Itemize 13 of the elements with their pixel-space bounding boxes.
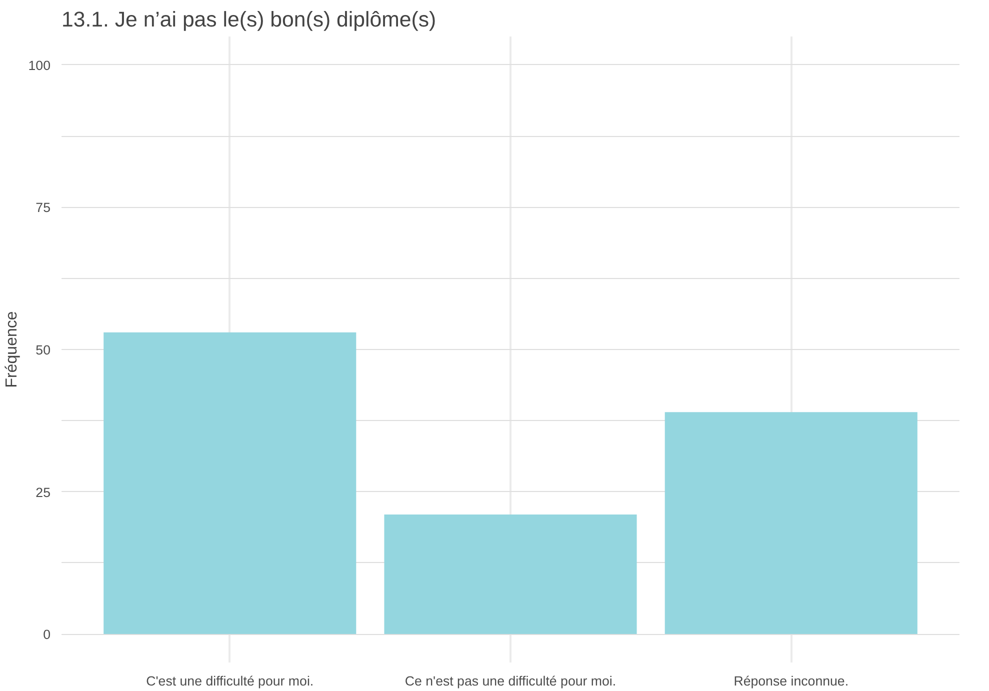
y-tick-label: 75	[36, 200, 51, 216]
y-tick-label: 25	[36, 484, 51, 500]
y-tick-label: 50	[36, 342, 51, 358]
x-tick-label: Ce n'est pas une difficulté pour moi.	[404, 674, 616, 688]
bar	[104, 332, 356, 634]
bar	[384, 514, 637, 634]
y-axis-title: Fréquence	[3, 311, 20, 388]
x-tick-label: C'est une difficulté pour moi.	[146, 674, 314, 688]
bar	[664, 412, 918, 634]
chart-title: 13.1. Je n’ai pas le(s) bon(s) diplôme(s)	[62, 8, 436, 32]
x-tick-label: Réponse inconnue.	[734, 674, 849, 688]
y-tick-label: 0	[43, 627, 51, 642]
y-tick-label: 100	[28, 58, 51, 73]
